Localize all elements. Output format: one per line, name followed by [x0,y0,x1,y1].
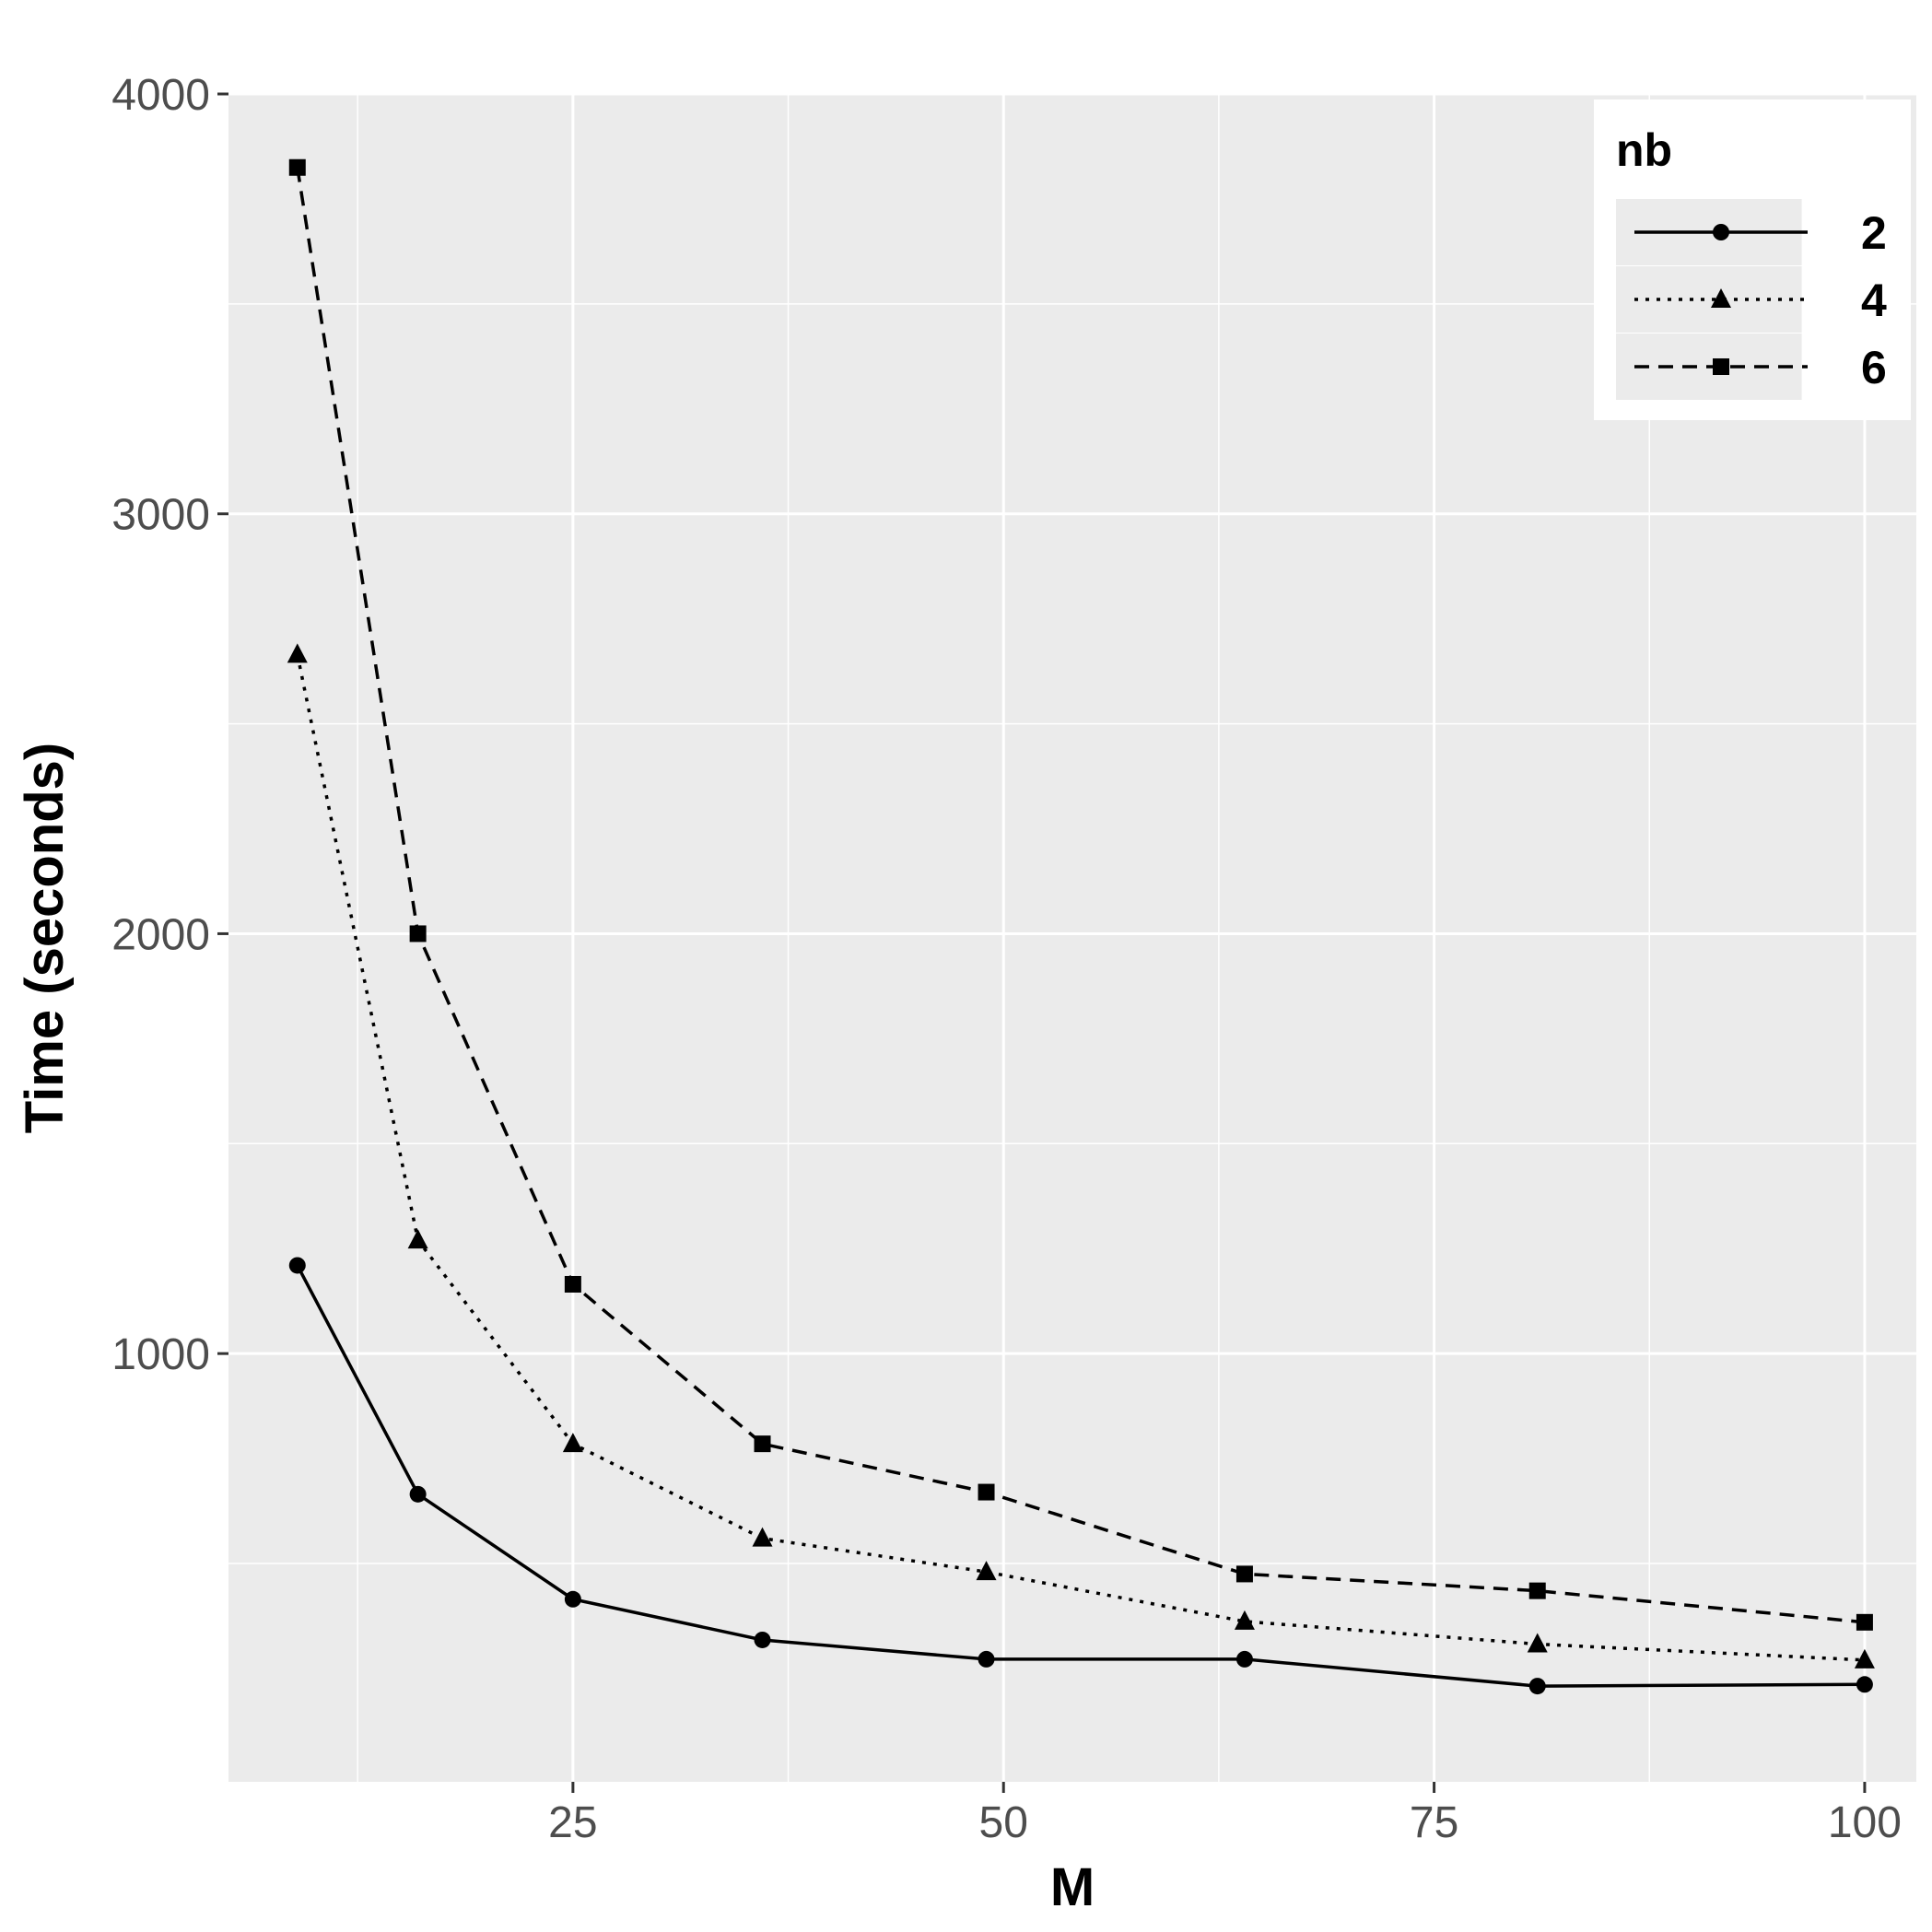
legend-keys: 2 4 6 [1616,199,1887,400]
point-6-6 [1235,1565,1253,1583]
legend-label-6: 6 [1861,342,1887,393]
series-2 [288,1257,1873,1695]
y-tick-label: 2000 [111,910,210,959]
point-6-3 [564,1275,581,1293]
point-4-8 [1854,1648,1875,1669]
legend-title: nb [1616,124,1672,176]
point-6-4 [754,1435,771,1453]
point-2-8 [1856,1676,1873,1693]
point-4-2 [407,1229,428,1249]
series-line-6 [296,167,1866,1624]
x-tick-label: 25 [548,1798,597,1847]
legend-key-background [1616,266,1802,333]
x-axis-title: M [1050,1857,1095,1917]
x-tick-label: 75 [1410,1798,1458,1847]
point-4-4 [752,1527,773,1547]
y-tick-label: 1000 [111,1330,210,1379]
point-4-3 [562,1433,583,1453]
point-4-1 [287,643,308,663]
legend-key-marker-4 [1711,288,1731,308]
point-2-6 [1235,1650,1253,1668]
legend-item-6: 6 [1616,334,1887,400]
point-4-7 [1527,1633,1548,1653]
y-tick-label: 4000 [111,71,210,120]
x-tick-label: 50 [979,1798,1028,1847]
y-axis-title: Time (seconds) [15,743,75,1133]
point-4-5 [976,1561,997,1581]
point-2-4 [754,1631,771,1648]
legend-label-4: 4 [1861,275,1887,326]
series-layer [287,158,1875,1695]
y-tick-label: 3000 [111,491,210,540]
point-6-2 [409,925,427,943]
point-2-5 [978,1650,995,1668]
point-6-5 [978,1483,995,1501]
point-2-7 [1528,1678,1546,1695]
x-tick-label: 100 [1828,1798,1902,1847]
point-2-2 [409,1485,427,1503]
legend-key-marker-2 [1713,224,1729,240]
series-6 [288,158,1873,1631]
point-4-6 [1234,1610,1255,1630]
point-2-3 [564,1590,581,1608]
major-gridlines [228,92,1916,1782]
axes: 25 50 75 100 1000 2000 3000 4000 [111,71,1902,1847]
legend-key-marker-6 [1713,358,1729,375]
series-line-2 [296,1264,1865,1688]
point-6-1 [288,158,306,176]
point-6-7 [1528,1582,1546,1599]
legend: nb 2 4 6 [1594,100,1911,420]
series-4 [287,643,1875,1669]
legend-item-4: 4 [1616,266,1887,333]
point-2-1 [288,1257,306,1274]
point-6-8 [1856,1613,1873,1631]
legend-label-2: 2 [1861,207,1887,259]
legend-item-2: 2 [1616,199,1887,265]
